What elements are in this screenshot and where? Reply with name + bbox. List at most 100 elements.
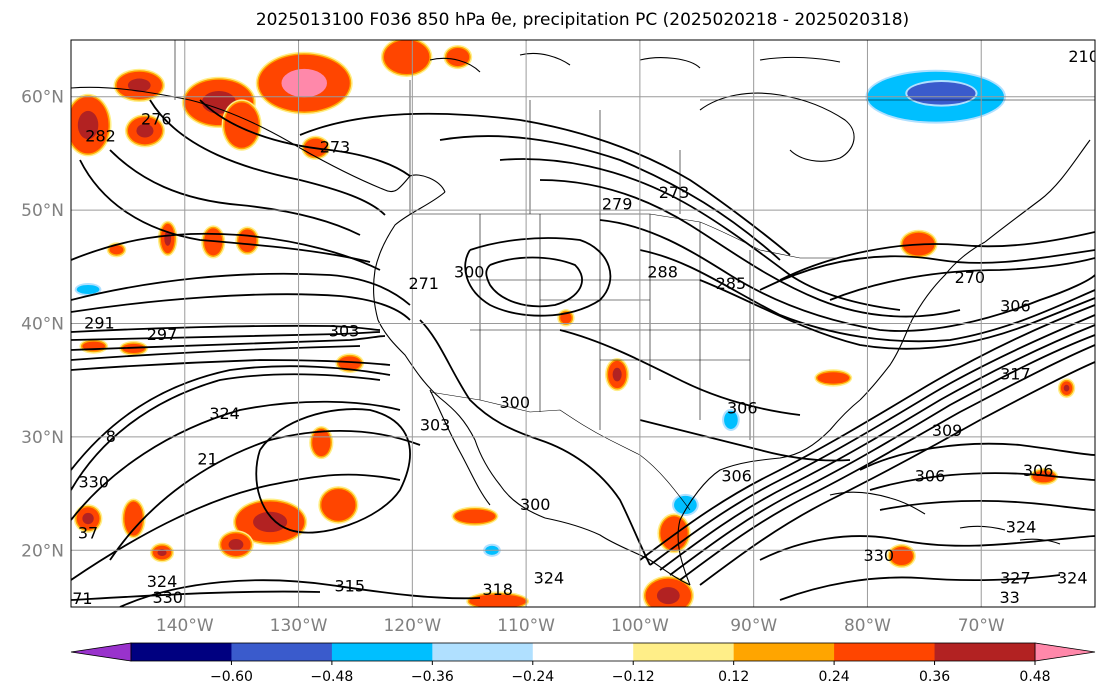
precip-feature [380, 40, 433, 78]
contour-line [71, 373, 381, 491]
contour-line [71, 345, 361, 361]
precip-feature [318, 486, 359, 524]
contour-line [71, 473, 401, 581]
map-frame [70, 39, 1096, 608]
precip-core [224, 102, 259, 148]
precip-core [454, 509, 496, 524]
precip-feature [1029, 467, 1059, 486]
colorbar: −0.60 −0.48 −0.36 −0.24 −0.12 0.12 0.24 0.36 0.4… [70, 642, 1096, 685]
precip-core [312, 428, 331, 457]
precip-core [817, 372, 850, 384]
precip-feature [221, 99, 262, 151]
contour-line [669, 334, 1095, 576]
colorbar-frame [130, 642, 1036, 662]
precip-feature [113, 68, 166, 102]
precip-core [109, 245, 124, 255]
cuba [829, 491, 926, 515]
contour-line [149, 99, 386, 216]
contour-line [71, 331, 381, 341]
precip-core [321, 489, 356, 521]
lon-label: 130°W [270, 616, 328, 636]
contour-line [255, 408, 411, 534]
precip-feature [157, 220, 178, 257]
precip-core [1032, 470, 1056, 483]
precip-feature [71, 93, 112, 157]
contour-line [639, 419, 851, 462]
contour-label: 330 [864, 546, 895, 565]
contour-label: 285 [716, 274, 747, 293]
contour-line [679, 344, 1095, 581]
precip-feature [121, 498, 146, 539]
contour-label: 327 [1000, 569, 1031, 588]
contour-line [79, 159, 371, 263]
contour-label: 297 [147, 325, 178, 344]
contour-line [649, 314, 1095, 566]
contour-line [71, 272, 411, 306]
precip-feature [73, 504, 103, 533]
colorbar-segment [231, 643, 333, 661]
colorbar-tick-label: −0.48 [310, 669, 353, 685]
contour-label: 33 [999, 588, 1019, 607]
contour-line [464, 237, 612, 317]
precip-feature [124, 114, 166, 148]
colorbar-segment [934, 643, 1036, 661]
contour-label: 318 [482, 580, 513, 599]
contour-labels: 276 282 273 279 273 288 285 270 306 210 271 300 291 2… [72, 47, 1095, 607]
precip-feature [887, 543, 916, 569]
precip-core [724, 410, 738, 429]
map-area: 276 282 273 279 273 288 285 270 306 210 271 300 291 2… [71, 40, 1095, 607]
precip-feature [443, 44, 473, 70]
colorbar-tick-label: 0.12 [718, 669, 749, 685]
contour-label: 37 [78, 523, 98, 542]
colorbar-tick-label: −0.24 [511, 669, 554, 685]
contour-label: 273 [659, 183, 690, 202]
contour-line [759, 535, 1095, 561]
lon-label: 140°W [156, 616, 214, 636]
contour-label: 324 [534, 569, 565, 588]
contour-label: 324 [1057, 569, 1088, 588]
contour-label: 303 [329, 321, 360, 340]
contour-label: 306 [1023, 461, 1054, 480]
mexico-west-coast [544, 517, 691, 586]
precip-feature [232, 498, 308, 546]
contour-line [699, 279, 1095, 350]
precip-peak [656, 587, 680, 605]
contour-line [859, 442, 1095, 471]
precip-feature [605, 357, 630, 392]
precip-core [907, 81, 976, 105]
contour-line [109, 430, 421, 561]
contour-line [71, 359, 391, 371]
contour-line [109, 149, 361, 236]
colorbar-segment [532, 643, 634, 661]
contour-label: 276 [141, 109, 172, 128]
contour-label: 330 [78, 472, 109, 491]
contour-line [71, 324, 381, 333]
contour-line [485, 256, 583, 308]
colorbar-tick-label: −0.60 [210, 669, 253, 685]
contour-label: 271 [408, 274, 439, 293]
contour-line [829, 257, 1095, 301]
chart-title: 2025013100 F036 850 hPa θe, precipitatio… [255, 10, 910, 30]
contour-label: 300 [499, 393, 530, 412]
precip-core [560, 312, 572, 324]
contour-label: 324 [147, 572, 178, 591]
contour-line [559, 329, 801, 416]
precip-core [124, 501, 143, 536]
precip-feature [642, 575, 695, 607]
us-canada-border [410, 213, 840, 259]
precip-peak [157, 549, 167, 556]
pacific-coast-north [373, 191, 446, 321]
contour-line [419, 319, 651, 566]
precip-feature [74, 282, 102, 297]
contour-label: 330 [152, 588, 183, 607]
precip-feature [722, 408, 740, 431]
precip-feature [79, 338, 109, 354]
canada-provinces [409, 80, 1095, 214]
contour-line [71, 293, 411, 321]
gridlines [71, 40, 1095, 607]
east-coast [859, 241, 986, 401]
labrador-coast [984, 139, 1091, 243]
contour-label: 300 [520, 495, 551, 514]
colorbar-tick-label: −0.12 [612, 669, 655, 685]
colorbar-tick-label: −0.36 [411, 669, 454, 685]
